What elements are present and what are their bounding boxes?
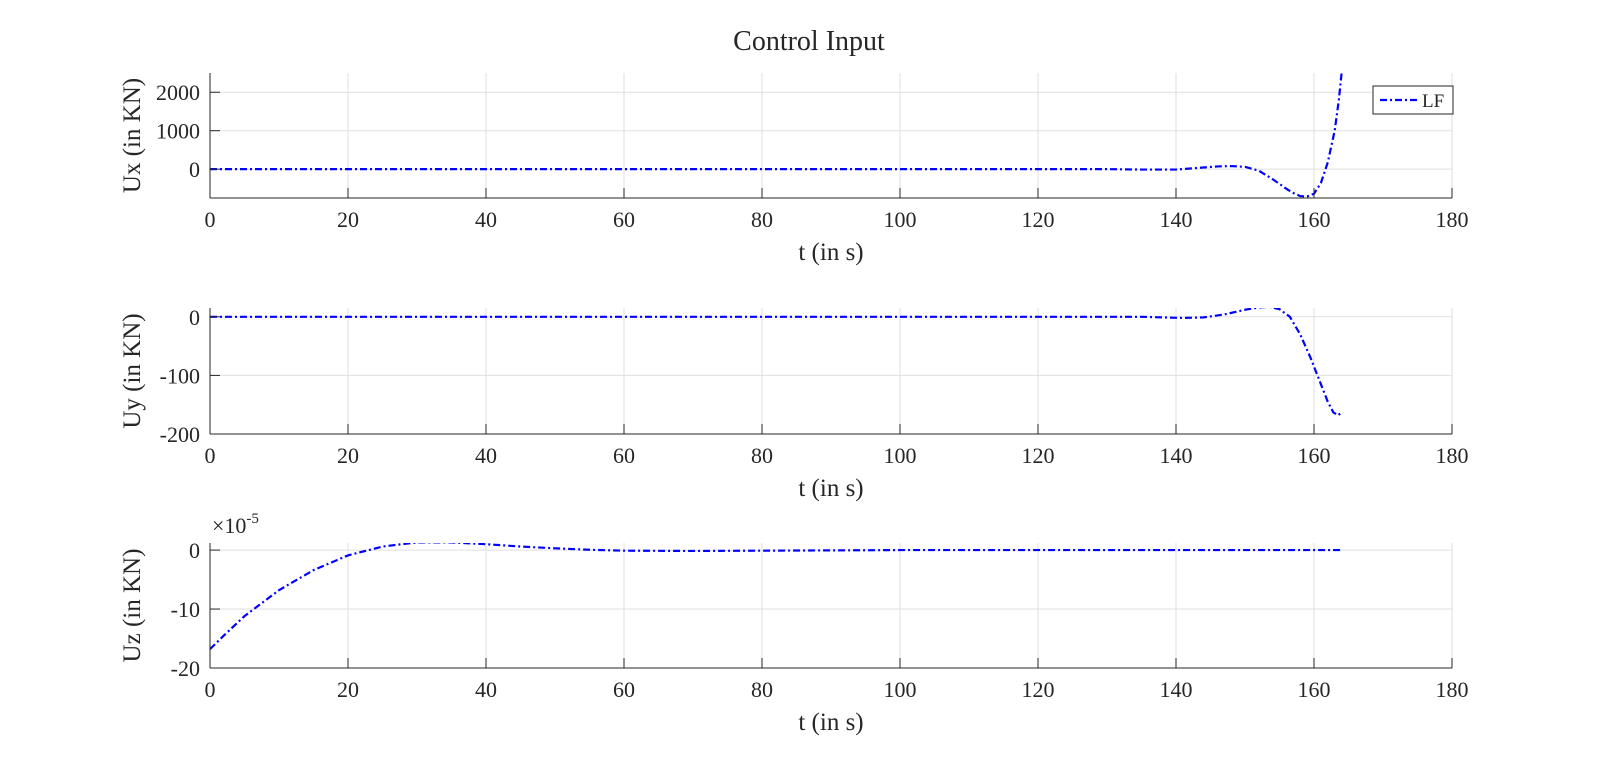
x-tick-label: 20 — [337, 677, 359, 702]
x-tick-label: 120 — [1022, 207, 1055, 232]
x-tick-label: 100 — [884, 443, 917, 468]
y-axis-label: Ux (in KN) — [119, 78, 146, 193]
subplot-uy: 0 20 40 60 80 100 120 140 160 180 0 -100 -200 t (in s… — [119, 305, 1469, 502]
x-tick-label: 180 — [1436, 677, 1469, 702]
y-axis-multiplier: ×10-5 — [212, 511, 259, 538]
series-line — [210, 543, 1342, 650]
x-tick-label: 100 — [884, 207, 917, 232]
y-tick-label: 0 — [189, 157, 200, 182]
x-tick-label: 20 — [337, 443, 359, 468]
x-tick-label: 80 — [751, 443, 773, 468]
x-tick-label: 40 — [475, 207, 497, 232]
x-tick-label: 80 — [751, 207, 773, 232]
chart-title: Control Input — [733, 26, 885, 57]
subplot-uz: 0 20 40 60 80 100 120 140 160 180 0 -10 -20 t (in s) U… — [119, 511, 1469, 736]
legend-entry: LF — [1422, 91, 1444, 112]
plot-area — [210, 308, 1452, 434]
x-tick-label: 40 — [475, 677, 497, 702]
plot-area — [210, 73, 1452, 198]
series-line — [210, 308, 1343, 417]
y-tick-label: -200 — [160, 422, 200, 447]
x-tick-label: 20 — [337, 207, 359, 232]
y-axis-label: Uy (in KN) — [119, 313, 146, 428]
x-tick-label: 60 — [613, 443, 635, 468]
y-tick-label: -100 — [160, 363, 200, 388]
x-tick-label: 180 — [1436, 207, 1469, 232]
x-tick-label: 0 — [205, 677, 216, 702]
multiplier-exponent: -5 — [246, 511, 259, 527]
x-tick-label: 140 — [1160, 207, 1193, 232]
x-tick-label: 160 — [1298, 443, 1331, 468]
multiplier-sign: × — [212, 513, 224, 538]
x-tick-label: 140 — [1160, 677, 1193, 702]
y-tick-label: -20 — [171, 656, 200, 681]
x-tick-label: 0 — [205, 207, 216, 232]
y-tick-label: -10 — [171, 597, 200, 622]
x-tick-label: 80 — [751, 677, 773, 702]
y-tick-label: 2000 — [156, 80, 200, 105]
x-tick-label: 40 — [475, 443, 497, 468]
x-tick-label: 60 — [613, 677, 635, 702]
y-tick-label: 1000 — [156, 119, 200, 144]
x-tick-label: 60 — [613, 207, 635, 232]
plot-area — [210, 543, 1452, 668]
x-axis-label: t (in s) — [798, 709, 863, 736]
x-tick-label: 120 — [1022, 443, 1055, 468]
x-axis-label: t (in s) — [798, 475, 863, 502]
series-line — [210, 73, 1343, 198]
y-tick-label: 0 — [189, 305, 200, 330]
x-tick-label: 0 — [205, 443, 216, 468]
x-axis-label: t (in s) — [798, 239, 863, 266]
multiplier-base: 10 — [224, 513, 246, 538]
y-tick-label: 0 — [189, 538, 200, 563]
x-tick-label: 180 — [1436, 443, 1469, 468]
x-tick-label: 100 — [884, 677, 917, 702]
x-tick-label: 160 — [1298, 677, 1331, 702]
y-axis-label: Uz (in KN) — [119, 549, 146, 663]
legend: LF — [1372, 85, 1454, 115]
subplot-ux: 0 20 40 60 80 100 120 140 160 180 0 1000 2000 t (in s… — [119, 73, 1469, 266]
x-tick-label: 160 — [1298, 207, 1331, 232]
x-tick-label: 120 — [1022, 677, 1055, 702]
x-tick-label: 140 — [1160, 443, 1193, 468]
